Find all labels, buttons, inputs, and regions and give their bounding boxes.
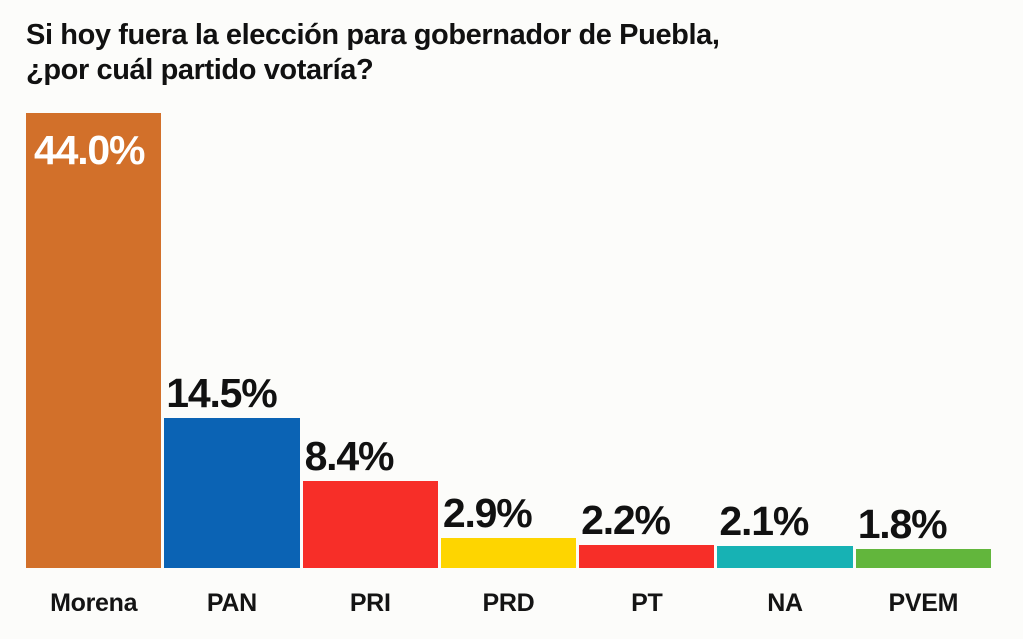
bar-value-label-prd: 2.9% bbox=[442, 490, 533, 537]
bar-na[interactable] bbox=[717, 546, 853, 568]
bar-category-label-pvem: PVEM bbox=[888, 589, 959, 617]
bar-value-label-morena: 44.0% bbox=[34, 127, 145, 173]
bar-value-label-pt: 2.2% bbox=[581, 497, 671, 544]
bar-pvem[interactable] bbox=[855, 549, 991, 568]
bar-pan[interactable] bbox=[164, 418, 300, 568]
bar-group-pri: 8.4% PRI bbox=[302, 0, 438, 639]
bar-group-prd: 2.9% PRD bbox=[440, 0, 577, 639]
bar-morena[interactable] bbox=[26, 113, 162, 568]
bar-category-label-pri: PRI bbox=[349, 589, 391, 617]
bar-group-na: 2.1% NA bbox=[717, 0, 853, 639]
bar-group-pvem: 1.8% PVEM bbox=[855, 0, 991, 639]
bar-value-label-pri: 8.4% bbox=[304, 433, 395, 480]
bar-category-label-morena: Morena bbox=[50, 589, 138, 617]
bar-value-label-pan: 14.5% bbox=[166, 370, 277, 417]
bar-prd[interactable] bbox=[440, 538, 577, 568]
chart-title: Si hoy fuera la elección para gobernador… bbox=[26, 19, 720, 86]
bar-group-pan: 14.5% PAN bbox=[164, 0, 300, 639]
bar-value-label-pvem: 1.8% bbox=[857, 501, 948, 548]
bar-pri[interactable] bbox=[302, 481, 438, 568]
bar-category-label-pt: PT bbox=[631, 589, 663, 617]
bar-category-label-na: NA bbox=[767, 589, 803, 617]
bar-pt[interactable] bbox=[579, 545, 715, 568]
bar-value-label-na: 2.1% bbox=[719, 498, 809, 545]
bar-group-pt: 2.2% PT bbox=[579, 0, 715, 639]
bar-group-morena: 44.0% Morena bbox=[26, 0, 162, 639]
bar-category-label-pan: PAN bbox=[206, 589, 257, 617]
bar-category-label-prd: PRD bbox=[482, 589, 535, 617]
